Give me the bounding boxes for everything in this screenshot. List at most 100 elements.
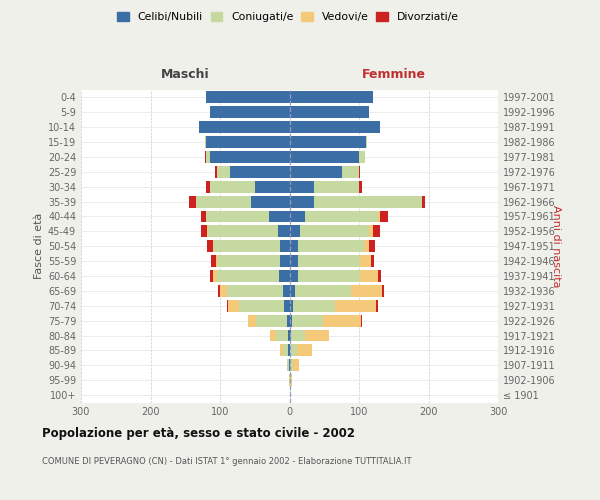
Bar (290, 166, 341, 178)
Bar (217, 166, 230, 178)
Bar (288, 344, 290, 356)
Bar (359, 166, 361, 178)
Bar (209, 151, 290, 163)
Bar (206, 210, 269, 222)
Bar (323, 314, 361, 326)
Bar (206, 136, 290, 148)
Bar (371, 255, 374, 267)
Bar (218, 285, 220, 297)
Bar (289, 374, 290, 386)
Bar (280, 255, 290, 267)
Bar (209, 270, 213, 282)
Bar (295, 285, 350, 297)
Bar (314, 181, 359, 192)
Bar (211, 255, 216, 267)
Text: COMUNE DI PEVERAGNO (CN) - Dati ISTAT 1° gennaio 2002 - Elaborazione TUTTITALIA.: COMUNE DI PEVERAGNO (CN) - Dati ISTAT 1°… (42, 458, 412, 466)
Bar (290, 92, 373, 104)
Bar (217, 270, 279, 282)
Bar (278, 226, 290, 237)
Bar (288, 330, 290, 342)
Bar (373, 226, 380, 237)
Bar (370, 226, 373, 237)
Bar (290, 330, 291, 342)
Bar (292, 314, 323, 326)
Bar (206, 92, 290, 104)
Bar (298, 255, 361, 267)
Bar (209, 106, 290, 118)
Bar (208, 240, 213, 252)
Bar (255, 181, 290, 192)
Bar (341, 166, 359, 178)
Bar (298, 240, 364, 252)
Bar (208, 226, 278, 237)
Bar (189, 196, 196, 207)
Bar (297, 344, 313, 356)
Bar (284, 300, 290, 312)
Bar (280, 344, 283, 356)
Bar (293, 300, 335, 312)
Bar (290, 314, 292, 326)
Bar (230, 166, 290, 178)
Bar (364, 240, 370, 252)
Text: Maschi: Maschi (161, 68, 209, 80)
Bar (290, 270, 298, 282)
Bar (269, 210, 290, 222)
Bar (205, 136, 206, 148)
Bar (361, 255, 371, 267)
Bar (213, 240, 214, 252)
Bar (290, 300, 293, 312)
Bar (382, 285, 384, 297)
Bar (290, 285, 295, 297)
Bar (359, 181, 362, 192)
Bar (305, 330, 329, 342)
Bar (196, 196, 251, 207)
Bar (200, 226, 208, 237)
Bar (199, 121, 290, 133)
Bar (283, 285, 290, 297)
Bar (227, 285, 283, 297)
Bar (287, 314, 290, 326)
Bar (218, 255, 280, 267)
Y-axis label: Fasce di età: Fasce di età (34, 213, 44, 280)
Bar (206, 151, 209, 163)
Bar (370, 240, 375, 252)
Bar (290, 255, 298, 267)
Bar (378, 270, 381, 282)
Bar (280, 240, 290, 252)
Y-axis label: Anni di nascita: Anni di nascita (551, 205, 561, 288)
Bar (290, 151, 359, 163)
Bar (290, 240, 298, 252)
Bar (290, 360, 293, 371)
Bar (290, 374, 292, 386)
Bar (256, 314, 287, 326)
Bar (366, 136, 367, 148)
Text: Femmine: Femmine (362, 68, 426, 80)
Bar (290, 344, 297, 356)
Bar (270, 330, 275, 342)
Bar (215, 166, 217, 178)
Bar (205, 151, 206, 163)
Text: Popolazione per età, sesso e stato civile - 2002: Popolazione per età, sesso e stato civil… (42, 428, 355, 440)
Bar (335, 300, 376, 312)
Bar (290, 106, 370, 118)
Bar (293, 360, 299, 371)
Legend: Celibi/Nubili, Coniugati/e, Vedovi/e, Divorziati/e: Celibi/Nubili, Coniugati/e, Vedovi/e, Di… (113, 8, 463, 27)
Bar (378, 210, 380, 222)
Bar (287, 360, 289, 371)
Bar (290, 196, 314, 207)
Bar (227, 300, 229, 312)
Bar (291, 330, 305, 342)
Bar (209, 181, 255, 192)
Bar (216, 255, 218, 267)
Bar (239, 300, 284, 312)
Bar (229, 300, 239, 312)
Bar (422, 196, 425, 207)
Bar (298, 270, 361, 282)
Bar (220, 285, 227, 297)
Bar (279, 270, 290, 282)
Bar (359, 151, 365, 163)
Bar (305, 210, 378, 222)
Bar (380, 210, 388, 222)
Bar (275, 330, 288, 342)
Bar (290, 136, 366, 148)
